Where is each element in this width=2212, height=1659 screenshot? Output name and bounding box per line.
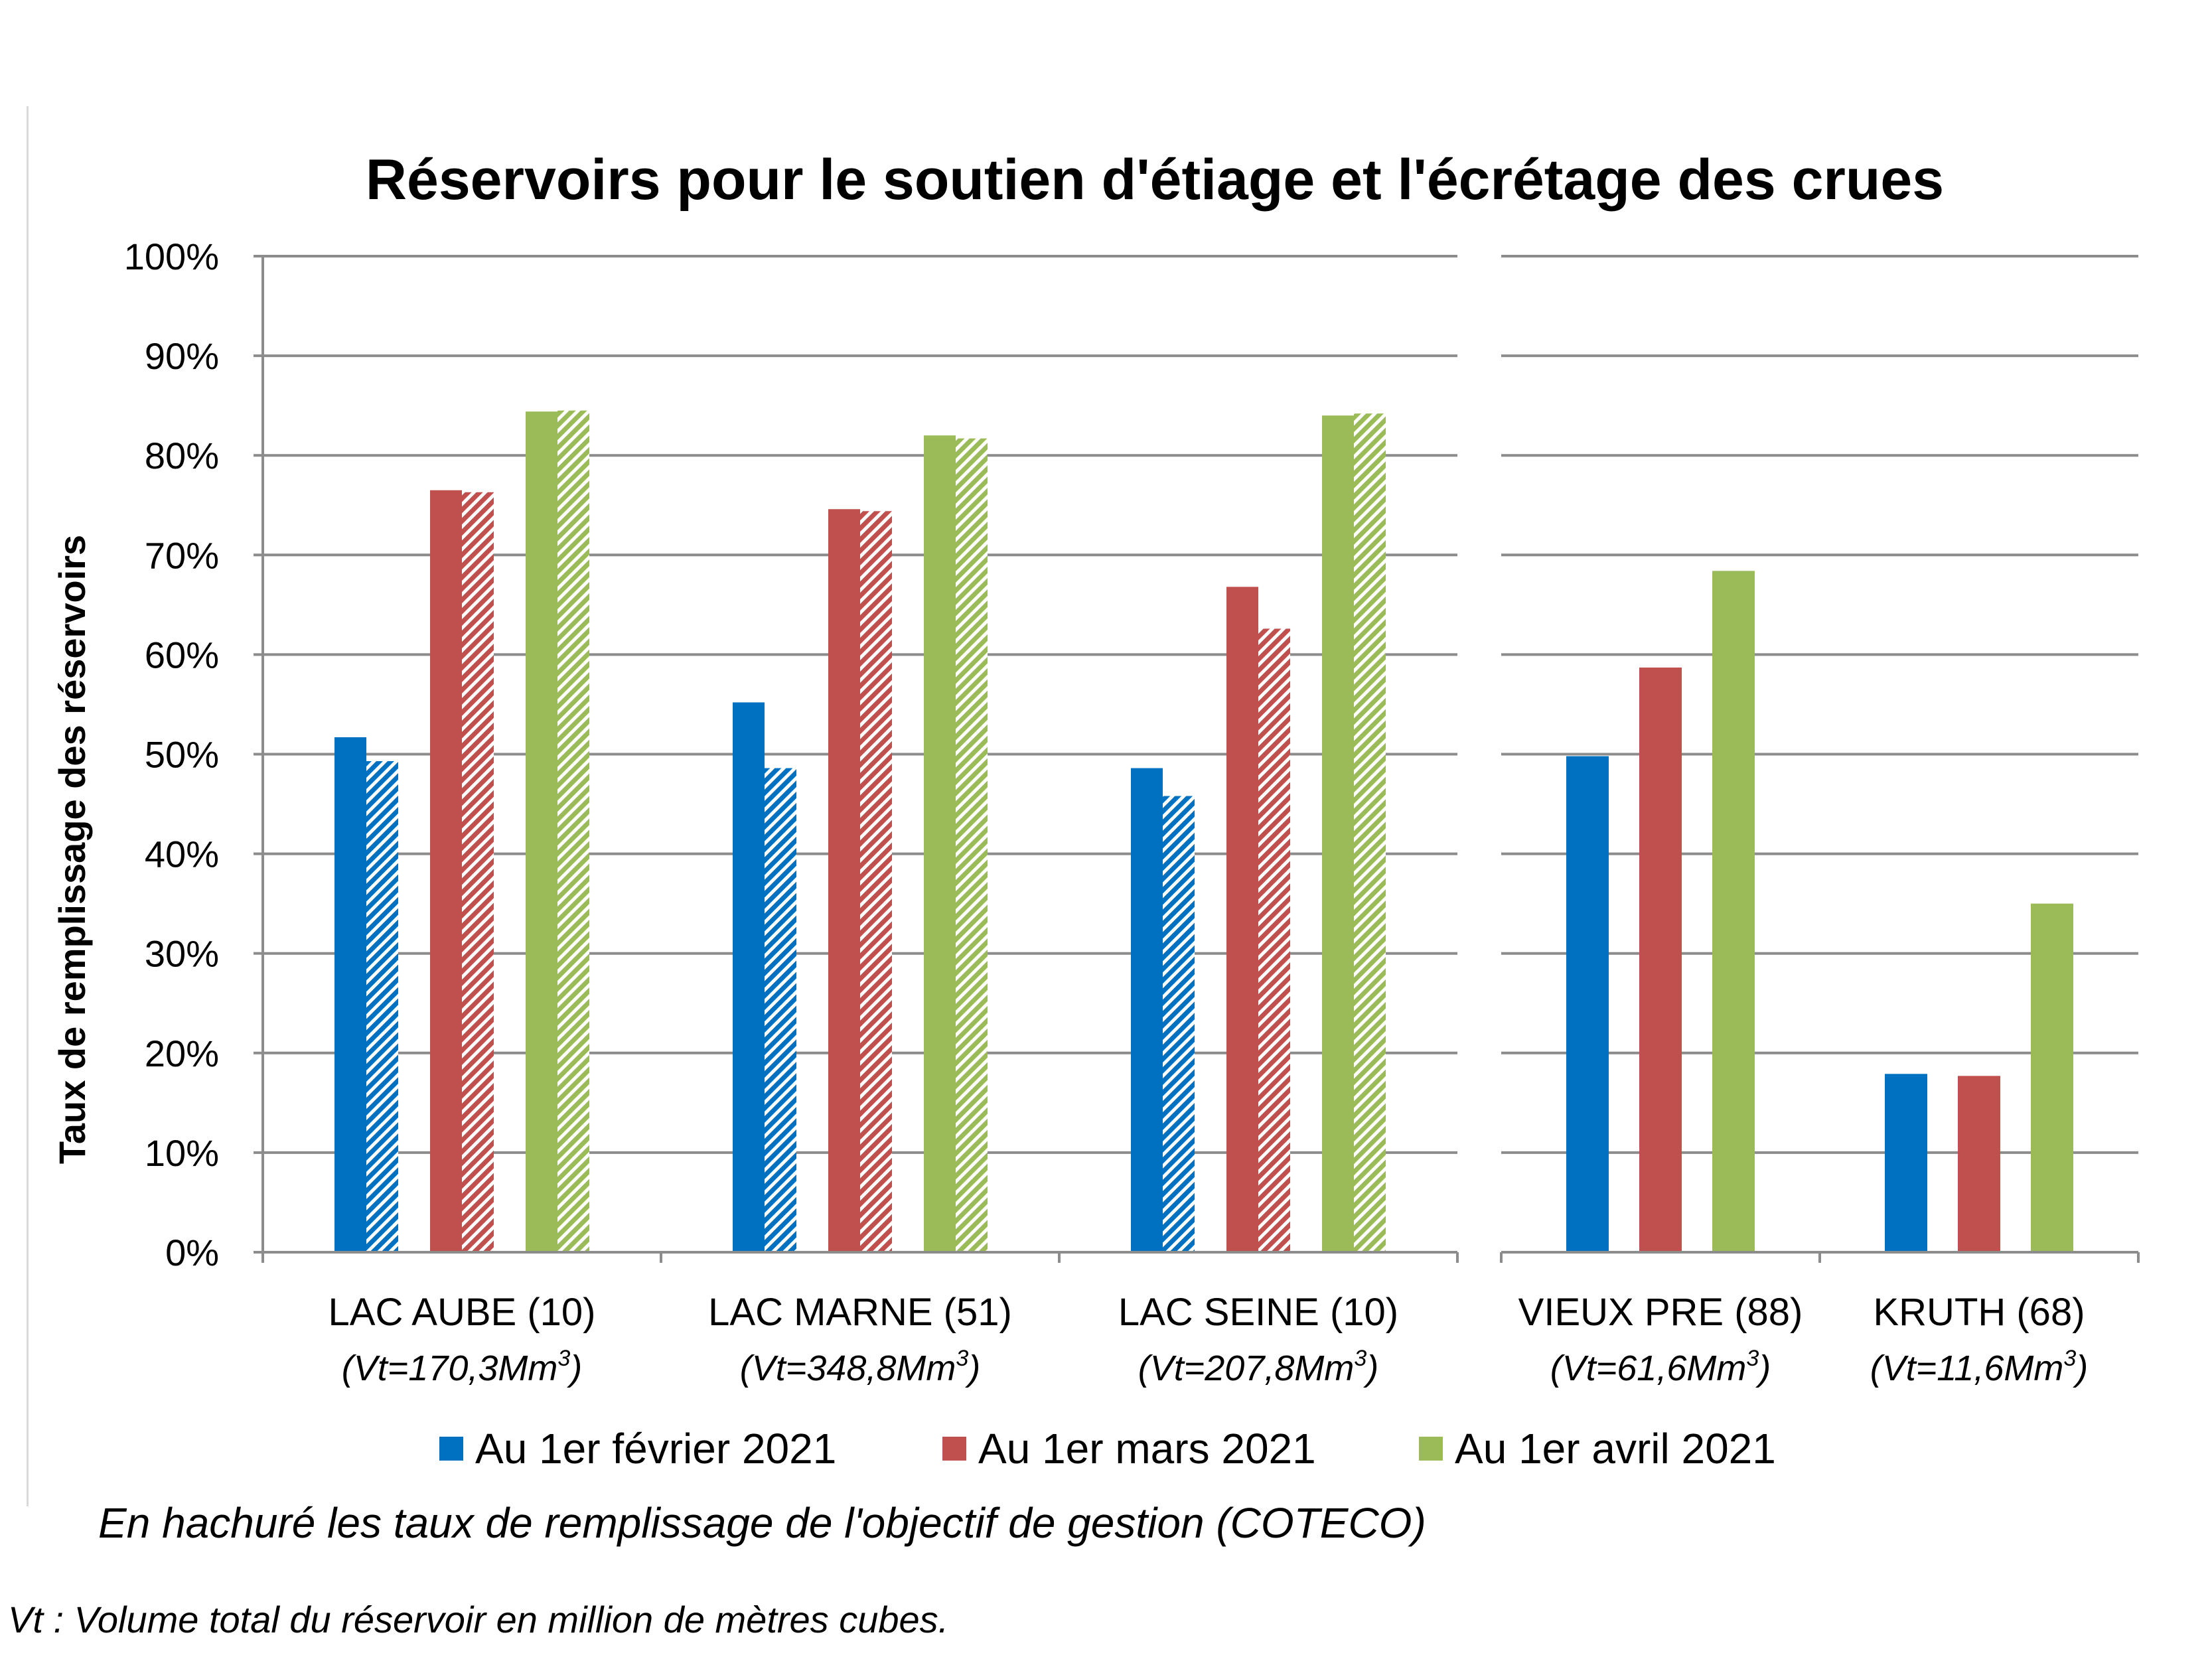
bar-mar-actual	[1226, 587, 1258, 1252]
x-axis-labels: LAC AUBE (10) (Vt=170,3Mm3) LAC MARNE (51)…	[329, 1291, 2089, 1388]
bar-feb-actual	[733, 702, 765, 1252]
bar-apr-actual	[1712, 571, 1755, 1253]
category-volume-label: (Vt=11,6Mm3)	[1870, 1346, 2089, 1388]
hatching-note: En hachuré les taux de remplissage de l'…	[98, 1499, 1426, 1547]
y-tick-label: 50%	[145, 734, 219, 776]
bar-feb-objective-hatched	[765, 768, 796, 1252]
y-tick-label: 10%	[145, 1132, 219, 1174]
y-tick-label: 0%	[165, 1232, 219, 1273]
category-volume-label: (Vt=348,8Mm3)	[740, 1346, 981, 1388]
legend-item-apr: Au 1er avril 2021	[1419, 1419, 1776, 1479]
legend-swatch-mar	[942, 1437, 966, 1461]
legend-label-mar: Au 1er mars 2021	[978, 1425, 1316, 1473]
y-axis-label: Taux de remplissage des réservoirs	[51, 535, 93, 1164]
bar-feb-objective-hatched	[366, 761, 398, 1252]
bar-mar-objective-hatched	[1258, 628, 1290, 1252]
bar-feb-actual	[1566, 756, 1609, 1252]
category-label: KRUTH (68)	[1873, 1291, 2085, 1334]
bar-mar-actual	[1639, 667, 1682, 1252]
bar-mar-objective-hatched	[860, 511, 892, 1252]
bar-mar-actual	[828, 509, 860, 1252]
bar-feb-actual	[1131, 768, 1163, 1252]
bar-apr-actual	[2031, 903, 2073, 1252]
bars	[334, 410, 2073, 1253]
bar-mar-actual	[430, 490, 462, 1252]
category-label: LAC MARNE (51)	[708, 1291, 1012, 1334]
bar-mar-actual	[1958, 1076, 2000, 1252]
bar-mar-objective-hatched	[462, 492, 494, 1252]
bar-apr-actual	[1322, 415, 1354, 1253]
y-tick-label: 60%	[145, 634, 219, 676]
bar-feb-actual	[334, 737, 366, 1252]
bar-apr-actual	[526, 411, 557, 1252]
y-tick-label: 20%	[145, 1033, 219, 1074]
axes	[261, 256, 2140, 1263]
bar-feb-actual	[1885, 1074, 1927, 1252]
legend-swatch-apr	[1419, 1437, 1443, 1461]
legend-swatch-feb	[439, 1437, 463, 1461]
category-label: LAC SEINE (10)	[1118, 1291, 1398, 1334]
y-tick-label: 90%	[145, 335, 219, 377]
y-tick-label: 100%	[124, 236, 219, 277]
volume-footnote: Vt : Volume total du réservoir en millio…	[8, 1599, 949, 1640]
category-label: VIEUX PRE (88)	[1518, 1291, 1803, 1334]
y-tick-label: 30%	[145, 933, 219, 975]
y-tick-label: 70%	[145, 534, 219, 576]
bar-feb-objective-hatched	[1163, 796, 1195, 1252]
category-volume-label: (Vt=207,8Mm3)	[1138, 1346, 1379, 1388]
bar-apr-objective-hatched	[1354, 413, 1386, 1253]
chart-frame-border	[27, 106, 29, 1506]
bar-apr-objective-hatched	[956, 438, 988, 1252]
bar-apr-objective-hatched	[557, 410, 589, 1252]
category-label: LAC AUBE (10)	[329, 1291, 596, 1334]
y-tick-label: 80%	[145, 435, 219, 476]
chart-title: Réservoirs pour le soutien d'étiage et l…	[366, 148, 1944, 212]
legend-label-apr: Au 1er avril 2021	[1455, 1425, 1776, 1473]
legend-label-feb: Au 1er février 2021	[475, 1425, 837, 1473]
legend-item-feb: Au 1er février 2021	[439, 1419, 836, 1479]
category-volume-label: (Vt=61,6Mm3)	[1550, 1346, 1771, 1388]
legend-item-mar: Au 1er mars 2021	[942, 1419, 1316, 1479]
category-volume-label: (Vt=170,3Mm3)	[342, 1346, 583, 1388]
y-axis-ticks: 0% 10% 20% 30% 40% 50% 60% 70% 80% 90% 100%	[124, 236, 263, 1273]
bar-apr-actual	[924, 435, 956, 1253]
legend: Au 1er février 2021 Au 1er mars 2021 Au …	[0, 1419, 2212, 1479]
y-tick-label: 40%	[145, 833, 219, 875]
